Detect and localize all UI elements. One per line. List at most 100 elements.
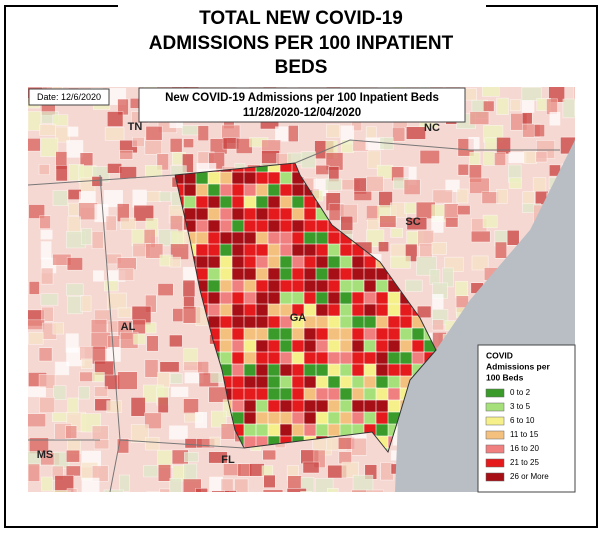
ga-county <box>291 279 306 294</box>
county <box>445 217 459 228</box>
ga-county <box>303 207 318 222</box>
ga-county <box>351 363 366 378</box>
ga-county <box>231 339 246 354</box>
ga-county <box>267 255 282 270</box>
county <box>352 474 374 492</box>
ga-county <box>219 255 234 270</box>
ga-county <box>327 351 342 366</box>
ga-county <box>195 207 210 222</box>
ga-county <box>375 327 390 342</box>
county <box>287 125 299 142</box>
county <box>195 487 208 492</box>
county <box>38 164 50 175</box>
county <box>28 386 46 398</box>
ga-county <box>219 351 234 366</box>
county <box>39 124 56 136</box>
legend-title: 100 Beds <box>486 372 524 382</box>
ga-county <box>375 303 390 318</box>
county <box>496 189 508 204</box>
ga-county <box>375 315 390 330</box>
ga-county <box>267 303 282 318</box>
ga-county <box>231 327 246 342</box>
ga-county <box>231 375 246 390</box>
county <box>169 138 183 153</box>
county <box>132 136 145 148</box>
ga-county <box>387 363 402 378</box>
ga-county <box>279 375 294 390</box>
ga-county <box>279 411 294 426</box>
county <box>28 204 45 219</box>
ga-county <box>339 387 354 402</box>
ga-county <box>327 255 342 270</box>
ga-county <box>243 279 258 294</box>
county <box>353 191 373 201</box>
ga-county <box>375 279 390 294</box>
county <box>287 475 302 489</box>
ga-county <box>231 303 246 318</box>
ga-county <box>351 375 366 390</box>
ga-county <box>279 219 294 234</box>
county <box>39 396 56 414</box>
ga-county <box>351 411 366 426</box>
ga-county <box>327 243 342 258</box>
ga-county <box>399 363 414 378</box>
county <box>145 165 163 178</box>
county <box>133 333 146 345</box>
county <box>573 165 575 178</box>
county <box>302 461 320 474</box>
ga-county <box>243 387 258 402</box>
county <box>211 490 230 492</box>
ga-county <box>351 303 366 318</box>
ga-county <box>195 243 210 258</box>
county <box>40 267 54 285</box>
ga-county <box>195 183 210 198</box>
county <box>209 436 221 447</box>
ga-county <box>255 195 270 210</box>
ga-county <box>255 387 270 402</box>
county <box>119 474 130 492</box>
ga-county <box>219 315 234 330</box>
county <box>406 217 428 231</box>
county <box>521 100 535 113</box>
county <box>483 151 496 166</box>
ga-county <box>327 339 342 354</box>
county <box>158 191 172 202</box>
ga-county <box>303 291 318 306</box>
county <box>40 229 53 240</box>
ga-county <box>267 339 282 354</box>
ga-county <box>363 351 378 366</box>
ga-county <box>195 219 210 234</box>
ga-county <box>267 267 282 282</box>
ga-county <box>279 351 294 366</box>
county <box>91 231 104 249</box>
county <box>211 410 227 428</box>
county <box>574 179 575 197</box>
ga-county <box>267 231 282 246</box>
ga-county <box>279 291 294 306</box>
legend-swatch <box>485 444 505 454</box>
county <box>81 358 93 370</box>
county <box>574 139 575 157</box>
date: Date: 12/6/2020 <box>37 92 101 102</box>
ga-county <box>339 315 354 330</box>
county <box>81 477 100 492</box>
frame-gap <box>118 0 486 12</box>
ga-county <box>351 399 366 414</box>
ga-county <box>351 315 366 330</box>
county <box>157 283 174 297</box>
ga-county <box>231 315 246 330</box>
ga-county <box>351 339 366 354</box>
ga-county <box>387 351 402 366</box>
ga-county <box>339 303 354 318</box>
county <box>146 335 159 352</box>
county <box>405 489 422 492</box>
ga-county <box>375 399 390 414</box>
state-label: NC <box>424 122 440 134</box>
county <box>496 137 511 155</box>
ga-county <box>207 243 222 258</box>
legend-swatch <box>485 472 505 482</box>
ga-county <box>255 423 270 438</box>
ga-county <box>327 399 342 414</box>
ga-county <box>363 327 378 342</box>
ga-county <box>231 171 246 186</box>
